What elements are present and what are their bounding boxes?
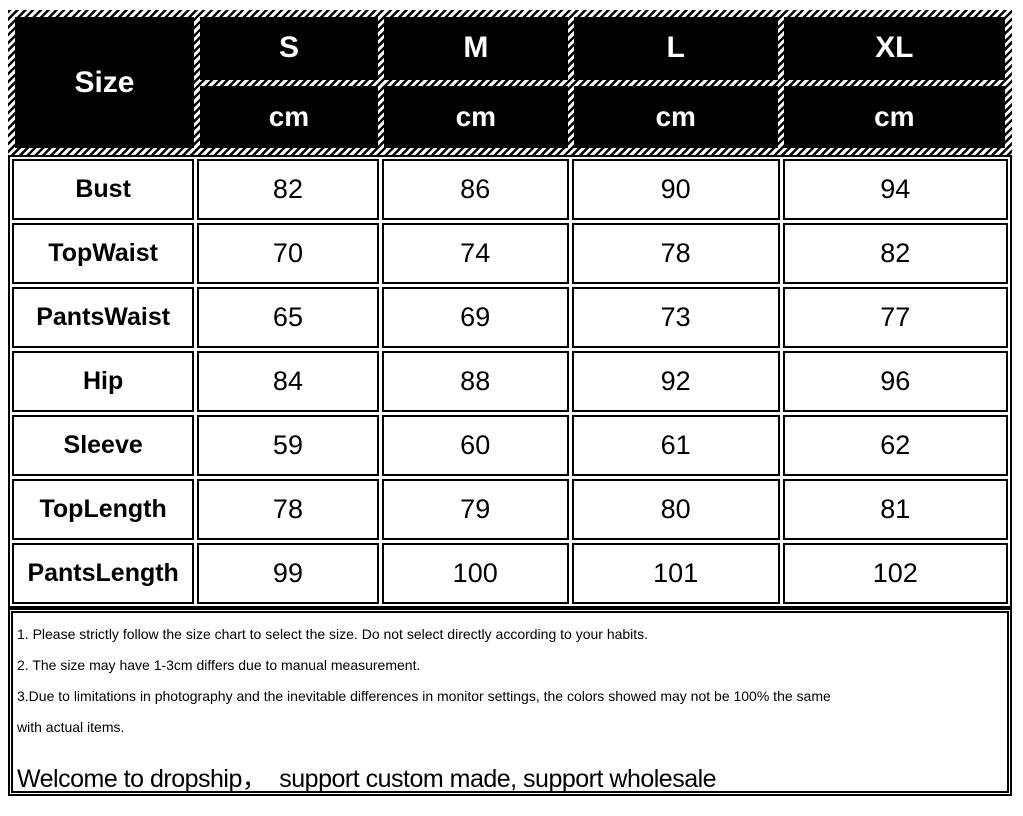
cell-topwaist-xl: 82: [782, 223, 1008, 284]
cell-pantswaist-s: 65: [197, 287, 379, 348]
row-label-topwaist: TopWaist: [12, 223, 195, 284]
row-label-bust: Bust: [12, 159, 195, 220]
row-label-sleeve: Sleeve: [12, 415, 195, 476]
size-chart-body: Bust 82 86 90 94 TopWaist 70 74 78 82 Pa…: [8, 155, 1012, 608]
cell-toplength-s: 78: [197, 479, 379, 540]
dropship-welcome-text: Welcome to dropship， support custom made…: [17, 765, 717, 793]
cell-toplength-m: 79: [381, 479, 569, 540]
cell-bust-m: 86: [381, 159, 569, 220]
cell-pantslength-xl: 102: [782, 543, 1008, 604]
unit-header-m: cm: [383, 85, 568, 148]
cell-topwaist-l: 78: [571, 223, 780, 284]
unit-header-l: cm: [573, 85, 778, 148]
col-header-xl: XL: [783, 17, 1005, 80]
cell-pantswaist-l: 73: [571, 287, 780, 348]
cell-sleeve-l: 61: [571, 415, 780, 476]
row-label-pantswaist: PantsWaist: [12, 287, 195, 348]
size-chart: Size S M L XL cm cm cm cm Bust 82 86 90 …: [8, 10, 1012, 796]
note-2: 2. The size may have 1-3cm differs due t…: [17, 657, 421, 673]
notes-section: 1. Please strictly follow the size chart…: [8, 608, 1012, 796]
col-header-s: S: [199, 17, 378, 80]
cell-bust-xl: 94: [782, 159, 1008, 220]
row-label-hip: Hip: [12, 351, 195, 412]
cell-sleeve-m: 60: [381, 415, 569, 476]
cell-topwaist-m: 74: [381, 223, 569, 284]
unit-header-xl: cm: [783, 85, 1005, 148]
cell-pantslength-l: 101: [571, 543, 780, 604]
col-header-m: M: [383, 17, 568, 80]
note-3: 3.Due to limitations in photography and …: [17, 688, 831, 704]
unit-header-s: cm: [199, 85, 378, 148]
cell-pantswaist-m: 69: [381, 287, 569, 348]
cell-hip-m: 88: [381, 351, 569, 412]
cell-bust-l: 90: [571, 159, 780, 220]
note-3-continued: with actual items.: [17, 719, 125, 735]
note-1: 1. Please strictly follow the size chart…: [17, 626, 649, 642]
row-label-toplength: TopLength: [12, 479, 195, 540]
cell-toplength-xl: 81: [782, 479, 1008, 540]
cell-pantslength-m: 100: [381, 543, 569, 604]
cell-hip-s: 84: [197, 351, 379, 412]
cell-bust-s: 82: [197, 159, 379, 220]
size-corner-header: Size: [15, 17, 194, 148]
cell-pantslength-s: 99: [197, 543, 379, 604]
cell-pantswaist-xl: 77: [782, 287, 1008, 348]
cell-hip-l: 92: [571, 351, 780, 412]
cell-hip-xl: 96: [782, 351, 1008, 412]
row-label-pantslength: PantsLength: [12, 543, 195, 604]
cell-topwaist-s: 70: [197, 223, 379, 284]
size-chart-header: Size S M L XL cm cm cm cm: [8, 10, 1012, 155]
cell-toplength-l: 80: [571, 479, 780, 540]
col-header-l: L: [573, 17, 778, 80]
cell-sleeve-s: 59: [197, 415, 379, 476]
cell-sleeve-xl: 62: [782, 415, 1008, 476]
